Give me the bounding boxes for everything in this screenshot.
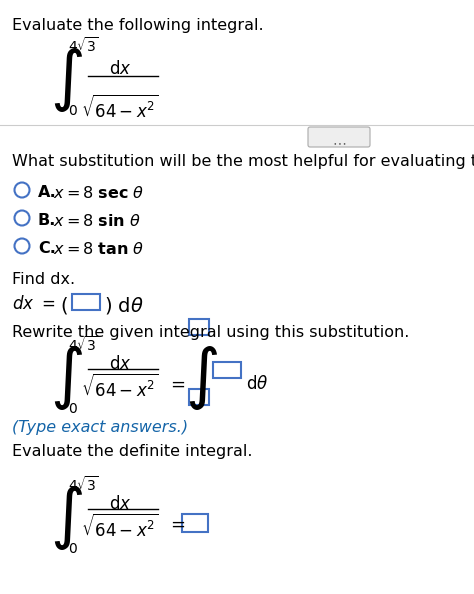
Text: $\int$: $\int$ <box>50 46 83 114</box>
Text: $x = 8\ \mathbf{sec}\ \theta$: $x = 8\ \mathbf{sec}\ \theta$ <box>53 185 145 201</box>
Text: $4\sqrt{3}$: $4\sqrt{3}$ <box>68 36 99 55</box>
Text: $\mathrm{d}x$: $\mathrm{d}x$ <box>109 355 131 373</box>
Text: $dx\ =$: $dx\ =$ <box>12 295 55 313</box>
Text: $\int$: $\int$ <box>50 344 83 412</box>
Text: C.: C. <box>38 241 56 256</box>
Text: $\mathrm{d}x$: $\mathrm{d}x$ <box>109 60 131 78</box>
Text: $=$: $=$ <box>167 515 186 533</box>
Text: $\mathrm{d}\theta$: $\mathrm{d}\theta$ <box>246 375 268 393</box>
Text: A.: A. <box>38 185 57 200</box>
Text: $0$: $0$ <box>68 104 78 118</box>
Text: (Type exact answers.): (Type exact answers.) <box>12 420 188 435</box>
Text: $0$: $0$ <box>68 402 78 416</box>
Text: $x = 8\ \mathbf{sin}\ \theta$: $x = 8\ \mathbf{sin}\ \theta$ <box>53 213 141 229</box>
Bar <box>182 514 208 532</box>
Text: Find dx.: Find dx. <box>12 272 75 287</box>
Bar <box>189 319 209 335</box>
Text: $\mathrm{d}x$: $\mathrm{d}x$ <box>109 495 131 513</box>
Text: $0$: $0$ <box>68 542 78 556</box>
Bar <box>189 389 209 405</box>
Text: $\int$: $\int$ <box>185 344 218 412</box>
Text: $\sqrt{64 - x^2}$: $\sqrt{64 - x^2}$ <box>81 514 159 541</box>
Text: $x = 8\ \mathbf{tan}\ \theta$: $x = 8\ \mathbf{tan}\ \theta$ <box>53 241 145 257</box>
Text: $\sqrt{64 - x^2}$: $\sqrt{64 - x^2}$ <box>81 95 159 122</box>
Text: $\int$: $\int$ <box>50 484 83 552</box>
Text: $4\sqrt{3}$: $4\sqrt{3}$ <box>68 475 99 494</box>
Bar <box>72 294 100 310</box>
Text: What substitution will be the most helpful for evaluating this integral?: What substitution will be the most helpf… <box>12 154 474 169</box>
Text: $(\ $: $(\ $ <box>60 295 68 316</box>
Text: ⋯: ⋯ <box>332 136 346 150</box>
Text: Rewrite the given integral using this substitution.: Rewrite the given integral using this su… <box>12 325 410 340</box>
Text: $)\ \mathrm{d}\theta$: $)\ \mathrm{d}\theta$ <box>104 295 144 316</box>
Bar <box>213 362 241 378</box>
Text: Evaluate the following integral.: Evaluate the following integral. <box>12 18 264 33</box>
Text: Evaluate the definite integral.: Evaluate the definite integral. <box>12 444 253 459</box>
Text: $=$: $=$ <box>167 375 186 393</box>
Text: B.: B. <box>38 213 56 228</box>
Text: $4\sqrt{3}$: $4\sqrt{3}$ <box>68 335 99 354</box>
FancyBboxPatch shape <box>308 127 370 147</box>
Text: $\sqrt{64 - x^2}$: $\sqrt{64 - x^2}$ <box>81 374 159 402</box>
